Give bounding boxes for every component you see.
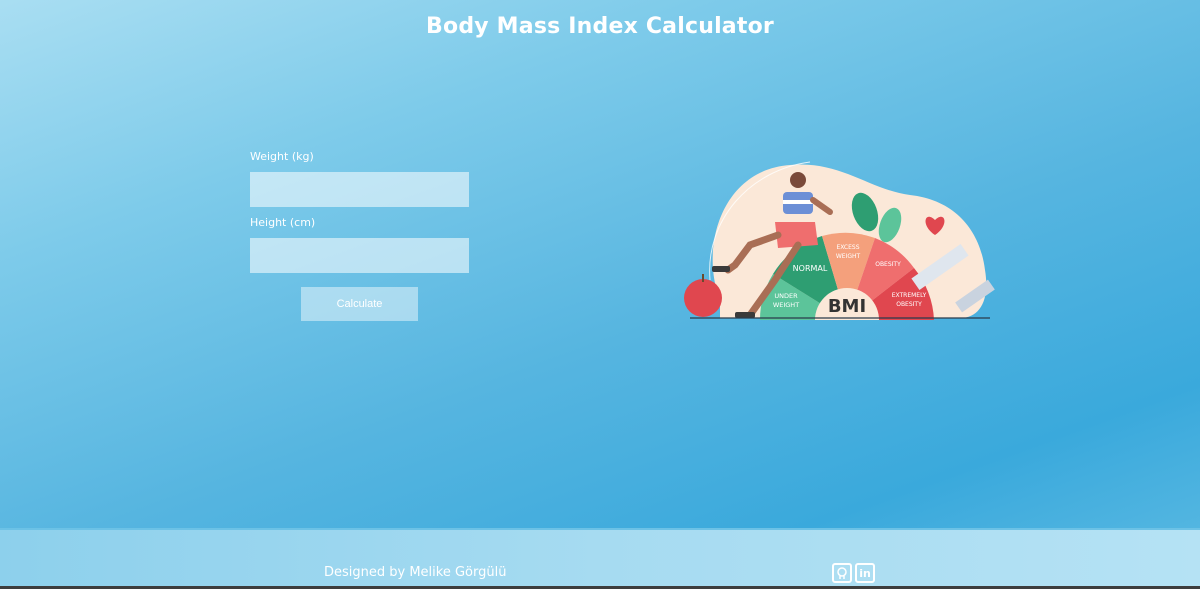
- gauge-extreme-label-2: OBESITY: [896, 301, 922, 308]
- measuring-tape-icon: [911, 244, 995, 313]
- gauge-normal-label: NORMAL: [793, 264, 828, 273]
- height-input[interactable]: [250, 238, 469, 273]
- bmi-gauge-illustration: BMI UNDER WEIGHT NORMAL EXCESS WEIGHT OB…: [684, 161, 995, 320]
- gauge-excess: [822, 232, 875, 320]
- gauge-extreme-label-1: EXTREMELY: [892, 292, 927, 299]
- linkedin-icon[interactable]: in: [855, 563, 875, 583]
- gauge-excess-label-1: EXCESS: [836, 244, 859, 251]
- footer-credit: Designed by Melike Görgülü: [324, 565, 507, 580]
- gauge-center: [815, 288, 879, 320]
- weight-input[interactable]: [250, 172, 469, 207]
- bmi-form: Weight (kg) Height (cm) Calculate: [250, 150, 470, 321]
- heart-icon: [925, 216, 945, 235]
- social-links: in: [832, 563, 875, 583]
- gauge-underweight-label-1: UNDER: [774, 292, 798, 300]
- page-title: Body Mass Index Calculator: [426, 14, 774, 39]
- bottom-edge: [0, 586, 1200, 589]
- gauge-bmi-label: BMI: [828, 296, 866, 317]
- gauge-excess-label-2: WEIGHT: [836, 253, 861, 260]
- calculate-button[interactable]: Calculate: [301, 287, 418, 321]
- bmi-gauge: BMI UNDER WEIGHT NORMAL EXCESS WEIGHT OB…: [759, 232, 934, 320]
- apple-icon: [684, 274, 722, 317]
- person-illustration: [712, 172, 833, 319]
- bmi-illustration: BMI UNDER WEIGHT NORMAL EXCESS WEIGHT OB…: [680, 150, 1000, 330]
- weight-label: Weight (kg): [250, 150, 314, 163]
- leaves-icon: [851, 192, 902, 243]
- gauge-underweight-label-2: WEIGHT: [773, 301, 799, 309]
- gauge-obesity-label: OBESITY: [875, 261, 901, 268]
- github-icon[interactable]: [832, 563, 852, 583]
- height-label: Height (cm): [250, 216, 316, 229]
- footer: Designed by Melike Görgülü in: [0, 528, 1200, 586]
